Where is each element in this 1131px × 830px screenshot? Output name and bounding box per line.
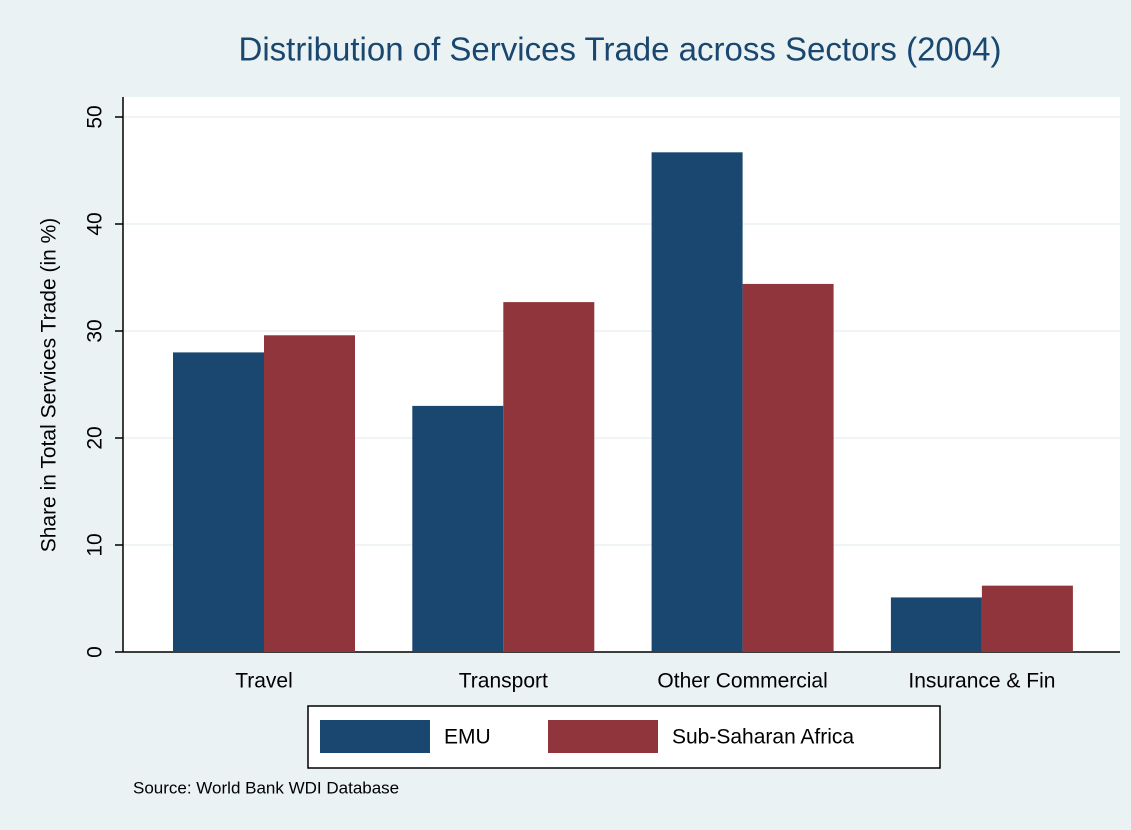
chart-title: Distribution of Services Trade across Se… — [239, 31, 1002, 68]
y-tick-label: 0 — [84, 646, 107, 658]
bar — [412, 405, 504, 652]
y-tick-label: 20 — [84, 426, 107, 449]
y-tick-label: 50 — [84, 105, 107, 128]
legend-label: Sub-Saharan Africa — [672, 726, 854, 749]
bar — [981, 585, 1073, 652]
bar — [742, 283, 834, 652]
bar — [173, 352, 264, 652]
bar — [651, 152, 743, 652]
x-tick-label: Travel — [235, 670, 293, 693]
y-tick-label: 10 — [84, 533, 107, 556]
legend-swatch — [548, 720, 658, 753]
source-note: Source: World Bank WDI Database — [133, 778, 399, 797]
y-axis-label: Share in Total Services Trade (in %) — [38, 218, 61, 553]
y-tick-label: 40 — [84, 212, 107, 235]
bar — [890, 597, 982, 652]
y-tick-label: 30 — [84, 319, 107, 342]
bar — [264, 335, 355, 652]
legend-label: EMU — [444, 726, 491, 749]
legend-swatch — [320, 720, 430, 753]
x-tick-label: Insurance & Fin — [908, 670, 1055, 693]
x-tick-label: Other Commercial — [657, 670, 827, 693]
bar — [503, 302, 595, 652]
x-tick-label: Transport — [459, 670, 548, 693]
